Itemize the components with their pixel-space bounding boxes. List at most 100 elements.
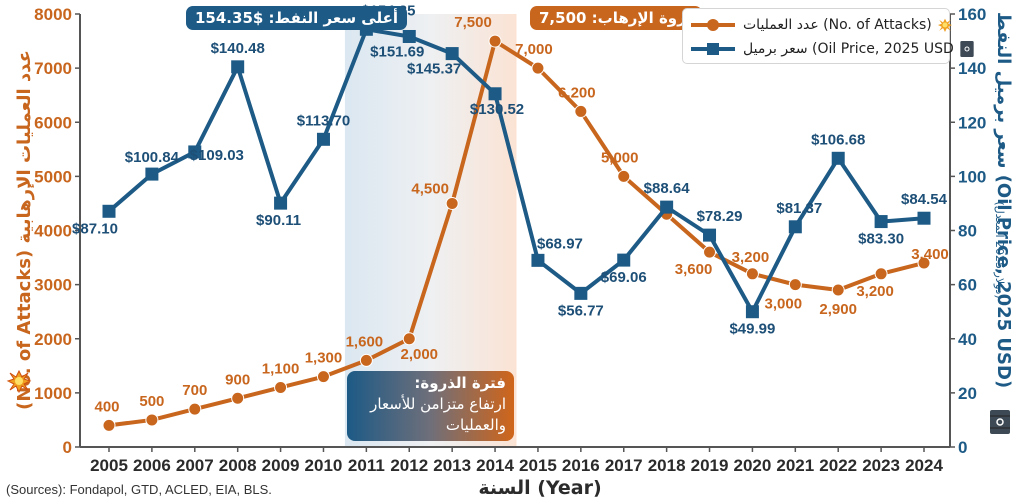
attacks-data-label: 1,300 — [305, 350, 343, 367]
oil-price-point — [788, 220, 802, 234]
oil-price-point — [660, 200, 674, 214]
oil-price-point — [145, 167, 159, 181]
y-tick-label-right: 100 — [958, 167, 986, 186]
attacks-point — [145, 413, 159, 427]
attacks-point — [231, 391, 245, 405]
oil-price-data-label: $49.99 — [729, 321, 775, 338]
attacks-data-label: 3,200 — [732, 249, 770, 266]
y-tick-label-right: 80 — [958, 222, 977, 241]
oil-price-data-label: $140.48 — [211, 40, 265, 57]
y-tick-label-right: 60 — [958, 276, 977, 295]
attacks-data-label: 3,600 — [675, 261, 713, 278]
x-tick-label: 2006 — [133, 456, 171, 475]
legend-item-attacks: عدد العمليات (No. of Attacks) — [691, 15, 952, 35]
attacks-data-label: 400 — [94, 398, 119, 415]
source-note: (Sources): Fondapol, GTD, ACLED, EIA, BL… — [6, 482, 272, 497]
oil-price-data-label: $90.11 — [256, 212, 301, 229]
y-tick-label-right: 0 — [958, 438, 967, 457]
legend-item-oil: سعر برميل (Oil Price, 2025 USD — [691, 39, 974, 59]
x-tick-label: 2008 — [219, 456, 257, 475]
attacks-data-label: 1,100 — [262, 360, 300, 377]
attacks-data-label: 2,900 — [819, 301, 857, 318]
oil-price-point — [402, 29, 416, 43]
x-tick-label: 2011 — [348, 456, 385, 475]
attacks-point — [917, 256, 931, 270]
attacks-line — [108, 39, 925, 428]
oil-price-data-label: $68.97 — [537, 235, 583, 252]
peak-period-line2: والعمليات — [445, 416, 506, 434]
attacks-point — [531, 61, 545, 75]
y-tick-label-left: 8000 — [34, 5, 72, 24]
x-tick-label: 2022 — [819, 456, 857, 475]
y-tick-label-left: 0 — [63, 438, 72, 457]
oil-price-point — [617, 253, 631, 267]
oil-barrel-icon — [990, 410, 1010, 434]
legend-label-attacks: عدد العمليات (No. of Attacks) — [743, 17, 932, 33]
oil-price-data-label: $81.37 — [776, 200, 822, 217]
oil-price-point — [488, 87, 502, 101]
y-tick-label-right: 20 — [958, 384, 977, 403]
oil-price-point — [102, 204, 116, 218]
x-tick-label: 2013 — [433, 456, 471, 475]
attacks-point — [831, 283, 845, 297]
x-tick-label: 2019 — [691, 456, 729, 475]
attack-peak-callout: ذروة الإرهاب: 7,500 — [530, 6, 703, 30]
oil-price-data-label: $109.03 — [190, 147, 244, 164]
explosion-icon — [937, 18, 952, 32]
attacks-point — [102, 418, 116, 432]
legend: عدد العمليات (No. of Attacks) سعر برميل … — [682, 8, 974, 64]
attacks-point — [745, 267, 759, 281]
oil-price-point — [188, 145, 202, 159]
x-tick-label: 2015 — [519, 456, 557, 475]
oil-price-data-label: $151.69 — [370, 43, 424, 60]
attacks-data-label: 7,000 — [515, 41, 553, 58]
attacks-point — [874, 267, 888, 281]
oil-price-point — [531, 253, 545, 267]
oil-price-data-label: $56.77 — [558, 302, 604, 319]
attacks-data-label: 700 — [182, 382, 207, 399]
oil-price-point — [316, 132, 330, 146]
oil-price-data-label: $145.37 — [407, 61, 461, 78]
oil-price-point — [745, 305, 759, 319]
oil-price-point — [574, 286, 588, 300]
peak-period-box: فترة الذروة: ارتفاع متزامن للأسعار والعم… — [347, 371, 514, 441]
y-tick-label-left: 7000 — [34, 59, 72, 78]
attacks-data-label: 7,500 — [454, 14, 492, 31]
attacks-point — [402, 332, 416, 346]
x-tick-label: 2016 — [562, 456, 600, 475]
y-tick-label-right: 40 — [958, 330, 977, 349]
attacks-data-label: 3,400 — [911, 246, 949, 263]
attacks-point — [188, 402, 202, 416]
y-axis-left-label: عدد العمليات الإرهابية (No. of Attacks) — [14, 50, 35, 410]
attacks-point — [488, 34, 502, 48]
oil-price-data-label: $84.54 — [901, 191, 948, 208]
attacks-point — [316, 370, 330, 384]
attacks-point — [359, 353, 373, 367]
attacks-data-label: 900 — [225, 371, 250, 388]
attacks-point — [445, 196, 459, 210]
attacks-data-label: 3,200 — [856, 283, 894, 300]
explosion-icon — [6, 369, 32, 394]
oil-peak-callout: أعلى سعر النفط: $154.35 — [186, 6, 407, 30]
attacks-point — [617, 169, 631, 183]
y-axis-right-note: (دولار 2025 المعدل) — [993, 201, 1006, 298]
oil-price-data-label: $130.52 — [470, 101, 524, 118]
y-tick-label-left: 5000 — [34, 167, 72, 186]
legend-label-oil: سعر برميل (Oil Price, 2025 USD — [743, 41, 954, 57]
attacks-data-label: 4,500 — [411, 180, 449, 197]
attacks-point — [574, 104, 588, 118]
oil-price-data-label: $87.10 — [72, 220, 118, 237]
y-tick-label-right: 160 — [958, 5, 986, 24]
oil-price-data-label: $78.29 — [697, 208, 743, 225]
oil-price-point — [917, 211, 931, 225]
x-tick-label: 2005 — [90, 456, 128, 475]
oil-price-data-label: $100.84 — [125, 149, 180, 166]
y-tick-label-right: 140 — [958, 59, 986, 78]
oil-price-point — [703, 228, 717, 242]
attacks-data-label: 3,000 — [765, 296, 803, 313]
x-tick-label: 2024 — [905, 456, 943, 475]
peak-period-title: فترة الذروة: — [414, 374, 506, 392]
attacks-data-label: 2,000 — [400, 346, 438, 363]
oil-price-data-label: $83.30 — [858, 231, 904, 248]
